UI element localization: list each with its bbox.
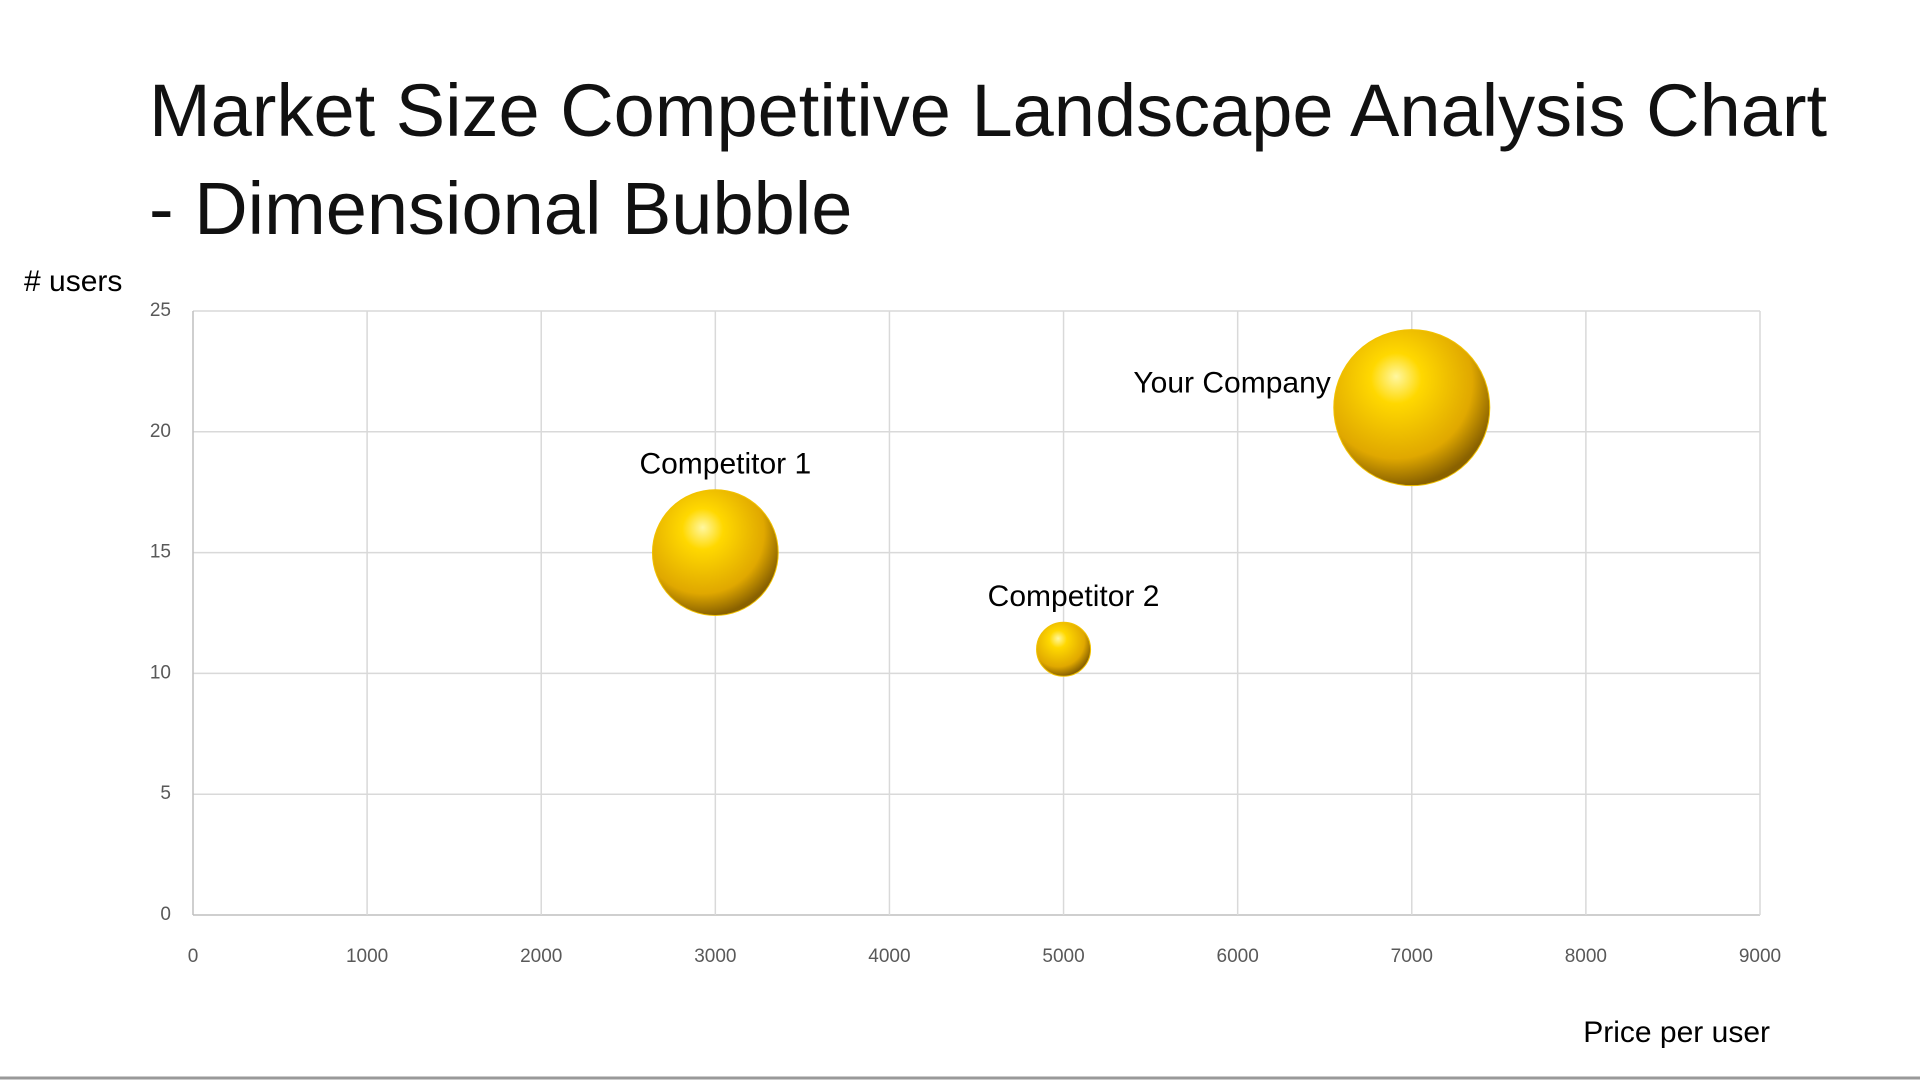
data-label: Your Company bbox=[1133, 367, 1330, 400]
x-tick-label: 0 bbox=[188, 946, 199, 967]
y-tick-label: 15 bbox=[150, 542, 171, 563]
x-tick-label: 4000 bbox=[868, 946, 910, 967]
x-tick-label: 9000 bbox=[1739, 946, 1781, 967]
x-tick-label: 8000 bbox=[1565, 946, 1607, 967]
data-label: Competitor 2 bbox=[988, 580, 1160, 613]
x-axis-label: Price per user bbox=[1583, 1016, 1770, 1049]
bubble bbox=[1036, 621, 1092, 677]
x-tick-label: 5000 bbox=[1042, 946, 1084, 967]
y-tick-label: 20 bbox=[150, 421, 171, 442]
x-tick-label: 2000 bbox=[520, 946, 562, 967]
x-tick-label: 6000 bbox=[1217, 946, 1259, 967]
y-axis-label: # users bbox=[24, 265, 122, 298]
bubble bbox=[1333, 329, 1491, 487]
x-tick-label: 7000 bbox=[1391, 946, 1433, 967]
y-tick-label: 10 bbox=[150, 662, 171, 683]
x-tick-label: 1000 bbox=[346, 946, 388, 967]
y-tick-label: 25 bbox=[150, 300, 171, 321]
data-label: Competitor 1 bbox=[639, 448, 811, 481]
bubble bbox=[651, 489, 779, 616]
chart-title: Market Size Competitive Landscape Analys… bbox=[149, 69, 1828, 250]
y-tick-label: 5 bbox=[160, 783, 171, 804]
y-tick-label: 0 bbox=[160, 904, 171, 925]
x-tick-label: 3000 bbox=[694, 946, 736, 967]
